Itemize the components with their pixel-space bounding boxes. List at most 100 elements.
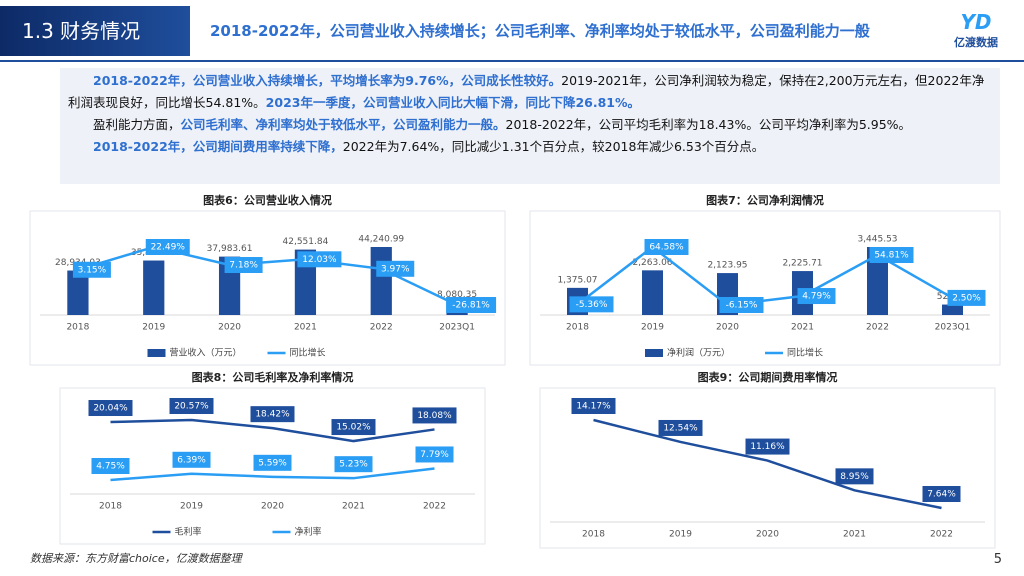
page-number: 5 bbox=[993, 552, 1002, 567]
data-label: 42,551.84 bbox=[283, 237, 329, 247]
line bbox=[593, 418, 942, 510]
data-label: 5.59% bbox=[258, 458, 287, 468]
summary-text: 2023年一季度，公司营业收入同比大幅下滑，同比下降26.81%。 bbox=[265, 95, 641, 110]
data-label-box bbox=[72, 261, 111, 278]
x-tick-label: 2022 bbox=[370, 323, 393, 333]
data-label: 11.16% bbox=[750, 442, 785, 452]
data-label-box bbox=[415, 446, 454, 463]
data-label: 3.15% bbox=[78, 265, 107, 275]
x-tick-label: 2020 bbox=[218, 323, 241, 333]
data-label-box bbox=[947, 289, 986, 306]
data-label: 1,375.07 bbox=[557, 275, 597, 285]
data-label-box bbox=[835, 468, 874, 485]
data-label: 20.04% bbox=[93, 404, 128, 414]
data-label-box bbox=[297, 251, 342, 268]
data-label: 2,123.95 bbox=[707, 261, 747, 271]
data-label: 7.79% bbox=[420, 450, 449, 460]
data-label: 12.54% bbox=[663, 423, 698, 433]
data-label: 3,445.53 bbox=[857, 235, 897, 245]
bar bbox=[143, 260, 165, 315]
data-label: 7.64% bbox=[927, 490, 956, 500]
x-tick-label: 2019 bbox=[142, 323, 165, 333]
data-label-box bbox=[376, 260, 415, 277]
x-tick-label: 2020 bbox=[261, 502, 284, 512]
data-label-box bbox=[719, 297, 764, 313]
x-tick-label: 2023Q1 bbox=[439, 323, 475, 333]
bar bbox=[642, 270, 663, 315]
data-label-box bbox=[253, 454, 292, 471]
data-label-box bbox=[869, 247, 914, 264]
section-label: 1.3 财务情况 bbox=[0, 6, 190, 56]
summary-text: 公司毛利率、净利率均处于较低水平，公司盈利能力一般。 bbox=[180, 117, 506, 132]
plot-frame bbox=[29, 210, 506, 366]
data-label: 7.18% bbox=[229, 261, 258, 271]
legend-swatch bbox=[645, 349, 663, 357]
summary-paragraph: 盈利能力方面，公司毛利率、净利率均处于较低水平，公司盈利能力一般。2018-20… bbox=[68, 114, 992, 136]
legend-label: 营业收入（万元） bbox=[170, 347, 242, 359]
data-label-box bbox=[658, 419, 703, 436]
summary-text: 2018-2022年，公司营业收入持续增长，平均增长率为9.76%，公司成长性较… bbox=[93, 73, 562, 88]
line bbox=[110, 418, 435, 443]
summary-text: 2019-2021年，公司净利润较为稳定，保持在2,200万元左右，但2022年… bbox=[68, 73, 985, 110]
bar bbox=[67, 270, 89, 315]
bar bbox=[370, 247, 392, 315]
chart-title: 图表8：公司毛利率及净利率情况 bbox=[192, 370, 354, 384]
x-tick-label: 2018 bbox=[566, 323, 589, 333]
summary-paragraph: 2018-2022年，公司营业收入持续增长，平均增长率为9.76%，公司成长性较… bbox=[68, 70, 992, 114]
summary-paragraph: 2018-2022年，公司期间费用率持续下降，2022年为7.64%，同比减少1… bbox=[68, 136, 992, 158]
data-label-box bbox=[169, 398, 214, 414]
chart-title: 图表9：公司期间费用率情况 bbox=[698, 370, 838, 384]
data-label: 20.57% bbox=[174, 402, 209, 412]
data-label: 18.08% bbox=[417, 411, 452, 421]
header-rule bbox=[0, 60, 1024, 62]
data-label-box bbox=[224, 257, 263, 274]
data-label: 64.58% bbox=[649, 243, 684, 253]
data-label: 22.49% bbox=[151, 243, 186, 253]
x-tick-label: 2019 bbox=[641, 323, 664, 333]
data-label: 18.42% bbox=[255, 410, 290, 420]
legend-label: 同比增长 bbox=[290, 347, 326, 359]
data-label: -26.81% bbox=[452, 301, 490, 311]
x-tick-label: 2021 bbox=[843, 530, 866, 540]
x-tick-label: 2019 bbox=[180, 502, 203, 512]
data-label: 2,263.06 bbox=[632, 258, 672, 268]
data-label-box bbox=[172, 451, 211, 468]
data-label: -6.15% bbox=[726, 301, 758, 311]
legend-label: 净利润（万元） bbox=[667, 347, 730, 359]
legend-swatch bbox=[147, 349, 166, 357]
x-tick-label: 2018 bbox=[66, 323, 89, 333]
data-label-box bbox=[331, 419, 376, 436]
plot-frame bbox=[529, 210, 1001, 366]
data-label: 5.23% bbox=[339, 460, 368, 470]
data-label-box bbox=[250, 406, 295, 423]
chart-title: 图表7：公司净利润情况 bbox=[706, 193, 824, 207]
legend-label: 毛利率 bbox=[175, 526, 202, 538]
data-label: 44,240.99 bbox=[358, 235, 404, 245]
data-label: 37,983.61 bbox=[207, 244, 253, 254]
bar bbox=[867, 247, 888, 315]
logo-icon: YD bbox=[960, 10, 992, 34]
x-tick-label: 2018 bbox=[99, 502, 122, 512]
data-label-box bbox=[569, 296, 614, 313]
data-label: 2,225.71 bbox=[782, 259, 822, 269]
summary-box: 2018-2022年，公司营业收入持续增长，平均增长率为9.76%，公司成长性较… bbox=[60, 68, 1000, 184]
data-label: 15.02% bbox=[336, 423, 371, 433]
chart-title: 图表6：公司营业收入情况 bbox=[203, 193, 332, 207]
data-label: 6.39% bbox=[177, 455, 206, 465]
data-label-box bbox=[644, 239, 689, 255]
logo: YD 亿渡数据 bbox=[946, 10, 1006, 50]
summary-text: 2022年为7.64%，同比减少1.31个百分点，较2018年减少6.53个百分… bbox=[342, 139, 765, 154]
x-tick-label: 2022 bbox=[423, 502, 446, 512]
data-label: 4.75% bbox=[96, 462, 125, 472]
summary-text: 2018-2022年，公司期间费用率持续下降， bbox=[93, 139, 343, 154]
data-label-box bbox=[412, 407, 457, 424]
data-label-box bbox=[745, 438, 790, 455]
data-label: 12.03% bbox=[302, 255, 337, 265]
plot-frame bbox=[539, 387, 996, 549]
x-tick-label: 2021 bbox=[791, 323, 814, 333]
data-label: 2.50% bbox=[952, 293, 981, 303]
summary-text: 盈利能力方面， bbox=[93, 117, 181, 132]
data-label-box bbox=[922, 486, 961, 502]
bar bbox=[942, 304, 963, 315]
